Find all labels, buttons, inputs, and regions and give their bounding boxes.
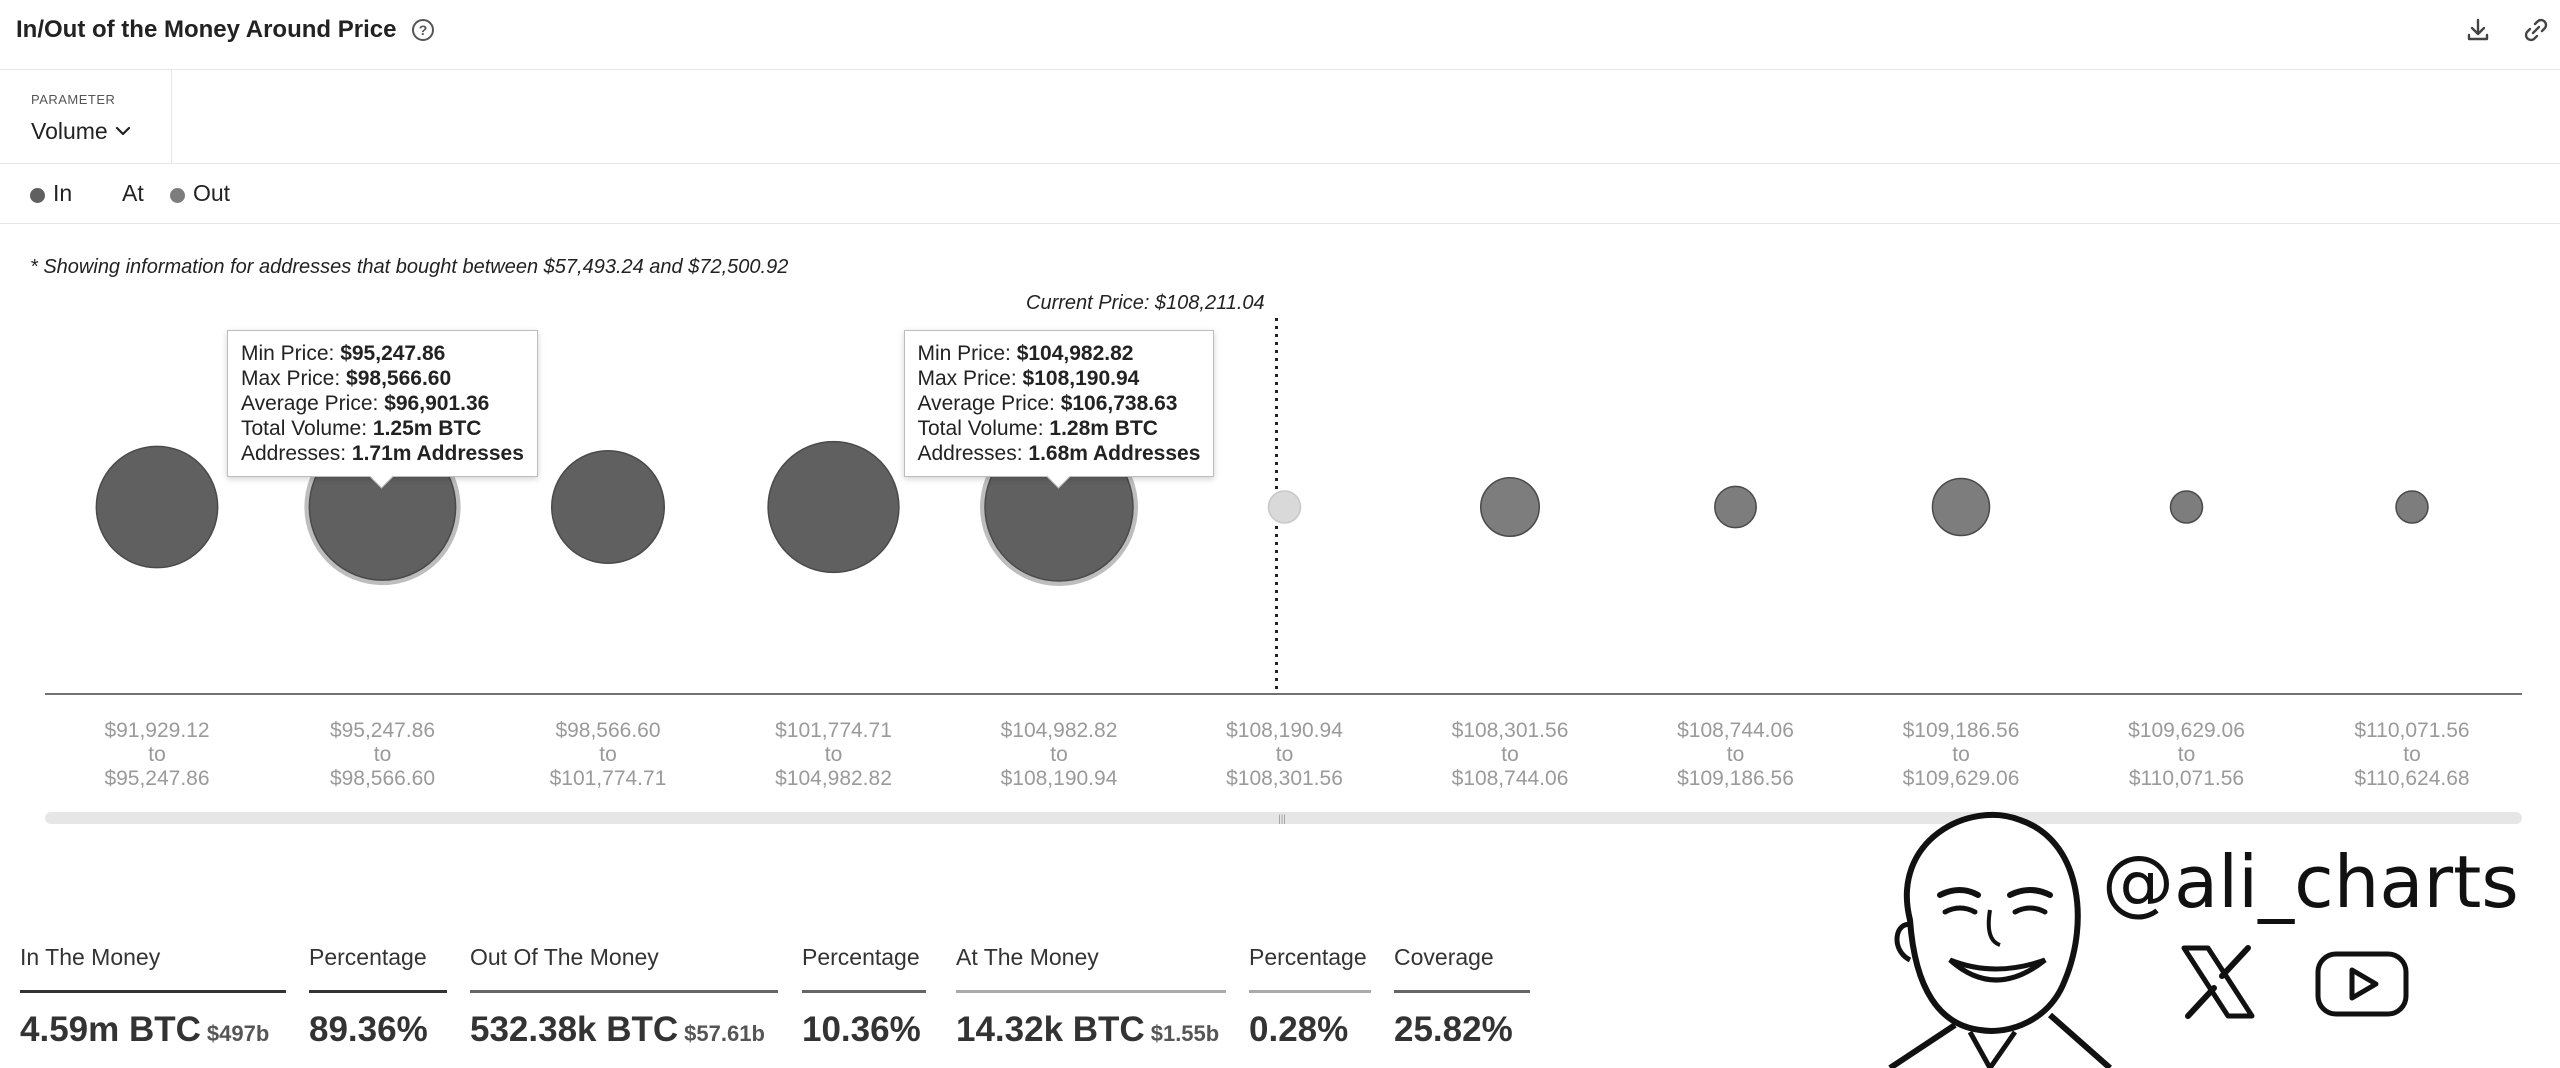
x-tick-label: to: [1501, 743, 1519, 766]
cartoon-face-icon: [1888, 811, 2112, 1068]
x-tick-label: $104,982.82: [1001, 719, 1118, 742]
x-tick-label: $104,982.82: [775, 767, 892, 790]
x-tick-label: $95,247.86: [104, 767, 209, 790]
x-tick-label: $108,190.94: [1226, 719, 1343, 742]
x-tick-label: to: [2403, 743, 2421, 766]
bubble-in[interactable]: [95, 445, 219, 569]
parameter-bar: PARAMETER Volume: [0, 70, 2560, 164]
header: In/Out of the Money Around Price ?: [0, 0, 2560, 70]
x-tick-label: $95,247.86: [330, 719, 435, 742]
link-icon[interactable]: [2520, 14, 2552, 46]
x-tick-label: $101,774.71: [550, 767, 667, 790]
bubble-in[interactable]: [767, 440, 900, 574]
legend-in-dot: [30, 188, 45, 203]
x-tick-label: $101,774.71: [775, 719, 892, 742]
bubble-in[interactable]: [550, 449, 666, 565]
x-tick-label: $110,624.68: [2354, 767, 2469, 790]
x-tick-label: to: [374, 743, 392, 766]
youtube-play-icon: [2315, 951, 2409, 1017]
legend: In At Out: [0, 164, 2560, 224]
bubble-out[interactable]: [1931, 477, 1991, 537]
x-tick-label: $109,186.56: [1677, 767, 1794, 790]
x-tick-label: to: [1952, 743, 1970, 766]
x-tick-label: to: [2178, 743, 2196, 766]
legend-out[interactable]: Out: [193, 180, 231, 206]
x-tick-label: to: [825, 743, 843, 766]
x-tick-label: $108,744.06: [1677, 719, 1794, 742]
scrollbar-grip-icon[interactable]: |||: [1278, 814, 1286, 825]
legend-in[interactable]: In: [53, 180, 73, 206]
watermark-handle: @ali_charts: [2102, 840, 2519, 924]
parameter-value[interactable]: Volume: [31, 118, 108, 144]
bubble-out[interactable]: [2395, 490, 2429, 524]
x-tick-label: $109,186.56: [1903, 719, 2020, 742]
bubble-out[interactable]: [2169, 490, 2204, 524]
x-tick-label: $98,566.60: [555, 719, 660, 742]
x-tick-label: $108,744.06: [1452, 767, 1569, 790]
x-tick-label: $108,301.56: [1452, 719, 1569, 742]
chevron-down-icon[interactable]: [114, 122, 132, 140]
legend-at[interactable]: At: [122, 180, 144, 206]
x-tick-label: to: [1727, 743, 1745, 766]
parameter-select[interactable]: PARAMETER Volume: [0, 70, 172, 164]
tooltip: Min Price: $104,982.82 Max Price: $108,1…: [903, 330, 1215, 477]
question-circle-icon[interactable]: ?: [412, 19, 434, 41]
x-tick-label: to: [1050, 743, 1068, 766]
x-tick-label: $109,629.06: [2128, 719, 2245, 742]
bubble-out[interactable]: [1479, 476, 1541, 538]
x-tick-label: $108,190.94: [1001, 767, 1118, 790]
parameter-label: PARAMETER: [31, 92, 116, 107]
bubble-at[interactable]: [1267, 490, 1302, 524]
x-tick-label: $91,929.12: [104, 719, 209, 742]
x-tick-label: $98,566.60: [330, 767, 435, 790]
x-tick-label: $110,071.56: [2129, 767, 2244, 790]
page-title: In/Out of the Money Around Price: [16, 16, 397, 43]
x-tick-label: to: [1276, 743, 1294, 766]
x-tick-label: to: [599, 743, 617, 766]
x-tick-label: $109,629.06: [1903, 767, 2020, 790]
chart-note: * Showing information for addresses that…: [30, 256, 789, 278]
bubble-out[interactable]: [1714, 485, 1757, 529]
download-icon[interactable]: [2462, 14, 2494, 46]
tooltip: Min Price: $95,247.86 Max Price: $98,566…: [227, 330, 538, 477]
x-logo-icon: [2181, 945, 2255, 1019]
x-tick-label: $110,071.56: [2354, 719, 2469, 742]
x-tick-label: $108,301.56: [1226, 767, 1343, 790]
x-tick-label: to: [148, 743, 166, 766]
current-price-label: Current Price: $108,211.04: [1026, 292, 1265, 314]
legend-out-dot: [170, 188, 185, 203]
chart-scrollbar[interactable]: [45, 812, 2522, 824]
